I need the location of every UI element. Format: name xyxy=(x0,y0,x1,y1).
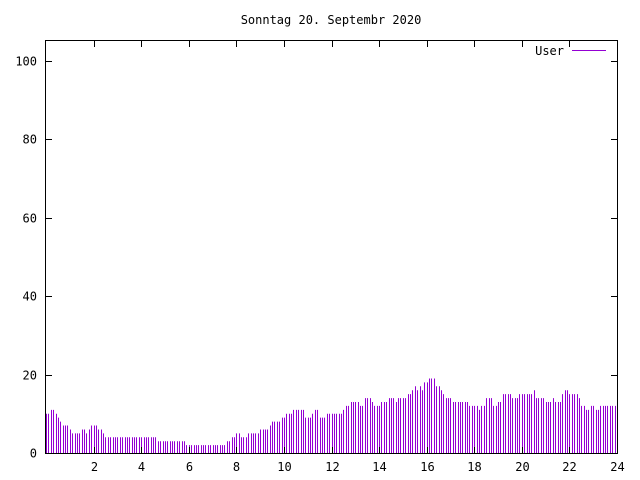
y-tick-label: 100 xyxy=(15,55,37,69)
x-tick-label: 2 xyxy=(91,460,98,474)
x-tick-label: 14 xyxy=(372,460,386,474)
x-tick-label: 22 xyxy=(562,460,576,474)
y-tick-label: 0 xyxy=(30,447,37,461)
y-tick-label: 20 xyxy=(23,369,37,383)
x-tick-label: 18 xyxy=(467,460,481,474)
x-tick-label: 12 xyxy=(325,460,339,474)
x-tick-label: 10 xyxy=(277,460,291,474)
x-tick-label: 8 xyxy=(233,460,240,474)
x-axis: 2 4 6 8 10 12 14 16 18 20 22 24 xyxy=(91,41,625,474)
legend: User xyxy=(535,44,606,58)
bars-group xyxy=(46,378,616,453)
chart-title: Sonntag 20. Septembr 2020 xyxy=(241,13,422,27)
y-axis: 0 20 40 60 80 100 xyxy=(15,55,617,461)
x-tick-label: 4 xyxy=(138,460,145,474)
x-tick-label: 16 xyxy=(420,460,434,474)
legend-label-user: User xyxy=(535,44,564,58)
plot-frame xyxy=(45,40,618,454)
x-tick-label: 24 xyxy=(610,460,624,474)
x-tick-label: 6 xyxy=(186,460,193,474)
y-tick-label: 60 xyxy=(23,212,37,226)
y-tick-label: 40 xyxy=(23,290,37,304)
y-tick-label: 80 xyxy=(23,133,37,147)
x-tick-label: 20 xyxy=(515,460,529,474)
